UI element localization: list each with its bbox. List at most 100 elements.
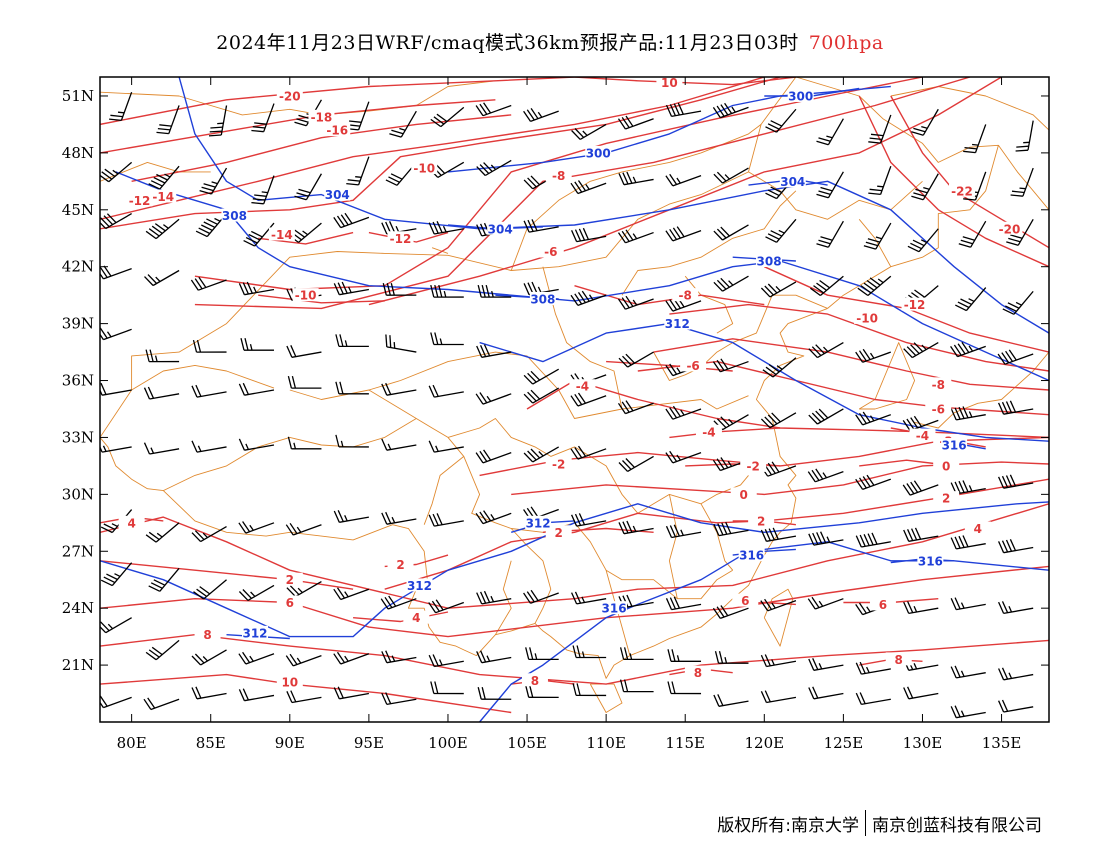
wind-barb — [808, 469, 843, 482]
wind-barb-feather — [288, 437, 291, 449]
wind-barb-staff — [246, 523, 274, 533]
wind-barb-feather — [251, 203, 263, 204]
wind-barb-feather — [817, 141, 829, 144]
wind-barb-feather — [340, 382, 343, 394]
wind-barb-staff — [387, 699, 417, 704]
wind-barb — [97, 696, 132, 708]
wind-barb-feather — [192, 441, 197, 452]
wind-barb-feather — [204, 184, 216, 187]
wind-barb-staff — [339, 517, 369, 522]
wind-barb-staff — [150, 449, 180, 454]
lon-tick-label: 135E — [982, 734, 1022, 752]
border-line — [764, 589, 793, 646]
wind-barb-feather — [963, 151, 975, 152]
wind-barb-feather — [959, 536, 964, 547]
wind-barb-staff — [828, 172, 843, 198]
wind-barb-feather — [821, 188, 833, 191]
lon-tick-label: 80E — [117, 734, 147, 752]
wind-barb-half-feather — [914, 606, 917, 612]
wind-barb-half-feather — [436, 446, 439, 452]
temperature-contour — [511, 462, 1049, 494]
wind-barb-staff — [151, 699, 179, 709]
wind-barb-feather — [297, 119, 309, 122]
wind-barb — [386, 335, 416, 353]
wind-barb — [194, 340, 227, 352]
temperature-label: -14 — [152, 190, 174, 204]
wind-barb-feather — [672, 649, 675, 661]
lon-tick-label: 90E — [275, 734, 305, 752]
wind-barb-half-feather — [776, 286, 780, 291]
wind-barb-half-feather — [392, 656, 395, 662]
wind-barb-half-feather — [878, 279, 883, 283]
wind-barb-staff — [264, 104, 274, 132]
wind-barb-feather — [1007, 476, 1012, 487]
wind-barb-feather — [908, 601, 913, 612]
wind-barb-feather — [625, 680, 628, 692]
wind-barb-feather — [963, 536, 968, 547]
wind-barb-feather — [198, 340, 201, 352]
wind-barb-half-feather — [539, 452, 543, 456]
wind-barb-feather — [999, 541, 1004, 552]
wind-barb-half-feather — [729, 281, 733, 286]
wind-barb — [858, 276, 891, 295]
wind-barb — [951, 666, 986, 678]
wind-barb-feather — [959, 481, 964, 492]
wind-barb-staff — [244, 695, 274, 700]
wind-barb-feather — [391, 283, 394, 295]
wind-barb-feather — [573, 646, 576, 658]
wind-barb — [239, 522, 274, 534]
wind-barb — [476, 450, 511, 463]
wind-barb-staff — [292, 697, 322, 702]
wind-barb — [429, 513, 464, 526]
height-label: 308 — [530, 292, 555, 306]
wind-barb-half-feather — [108, 332, 112, 337]
wind-barb — [619, 456, 654, 471]
wind-barb-feather — [478, 285, 481, 297]
temperature-contour — [100, 504, 1049, 608]
wind-barb-half-feather — [492, 291, 494, 297]
wind-barb-half-feather — [535, 653, 537, 659]
wind-barb-feather — [148, 387, 153, 398]
wind-barb — [97, 618, 132, 633]
wind-barb-staff — [672, 604, 702, 609]
temperature-label: -16 — [326, 124, 348, 138]
border-line — [701, 504, 733, 570]
wind-barb-feather — [435, 333, 438, 345]
wind-barb-feather — [145, 388, 150, 399]
wind-barb-staff — [909, 665, 939, 670]
wind-barb-feather — [482, 285, 485, 297]
wind-barb-feather — [433, 222, 438, 233]
wind-barb-feather — [429, 441, 434, 452]
wind-barb-half-feather — [303, 231, 308, 235]
wind-barb-staff — [387, 519, 417, 524]
wind-barb — [146, 640, 179, 659]
border-line — [100, 77, 796, 437]
wind-barb-feather — [239, 689, 244, 700]
wind-barb — [239, 439, 274, 450]
wind-barb-feather — [619, 173, 624, 184]
wind-barb — [145, 387, 180, 399]
wind-barb-half-feather — [345, 592, 349, 597]
wind-barb-feather — [813, 687, 818, 698]
wind-barb-feather — [868, 193, 880, 194]
height-label: 312 — [407, 579, 432, 593]
temperature-label: 6 — [741, 594, 749, 608]
height-label: 316 — [602, 602, 627, 616]
wind-barb — [382, 383, 417, 395]
border-line — [622, 191, 796, 295]
wind-barb-staff — [441, 107, 464, 126]
wind-barb-half-feather — [538, 112, 542, 117]
temperature-contour — [100, 77, 575, 124]
wind-barb — [714, 276, 749, 291]
wind-barb — [856, 349, 891, 362]
wind-barb-staff — [339, 694, 369, 699]
lat-tick-label: 30N — [62, 485, 94, 503]
wind-barb-feather — [718, 694, 723, 705]
wind-barb-staff — [1004, 675, 1034, 680]
wind-barb-staff — [244, 445, 274, 450]
wind-barb-feather — [577, 683, 580, 695]
wind-barb-feather — [1016, 150, 1028, 151]
wind-barb — [573, 646, 606, 658]
wind-barb-feather — [573, 683, 576, 695]
